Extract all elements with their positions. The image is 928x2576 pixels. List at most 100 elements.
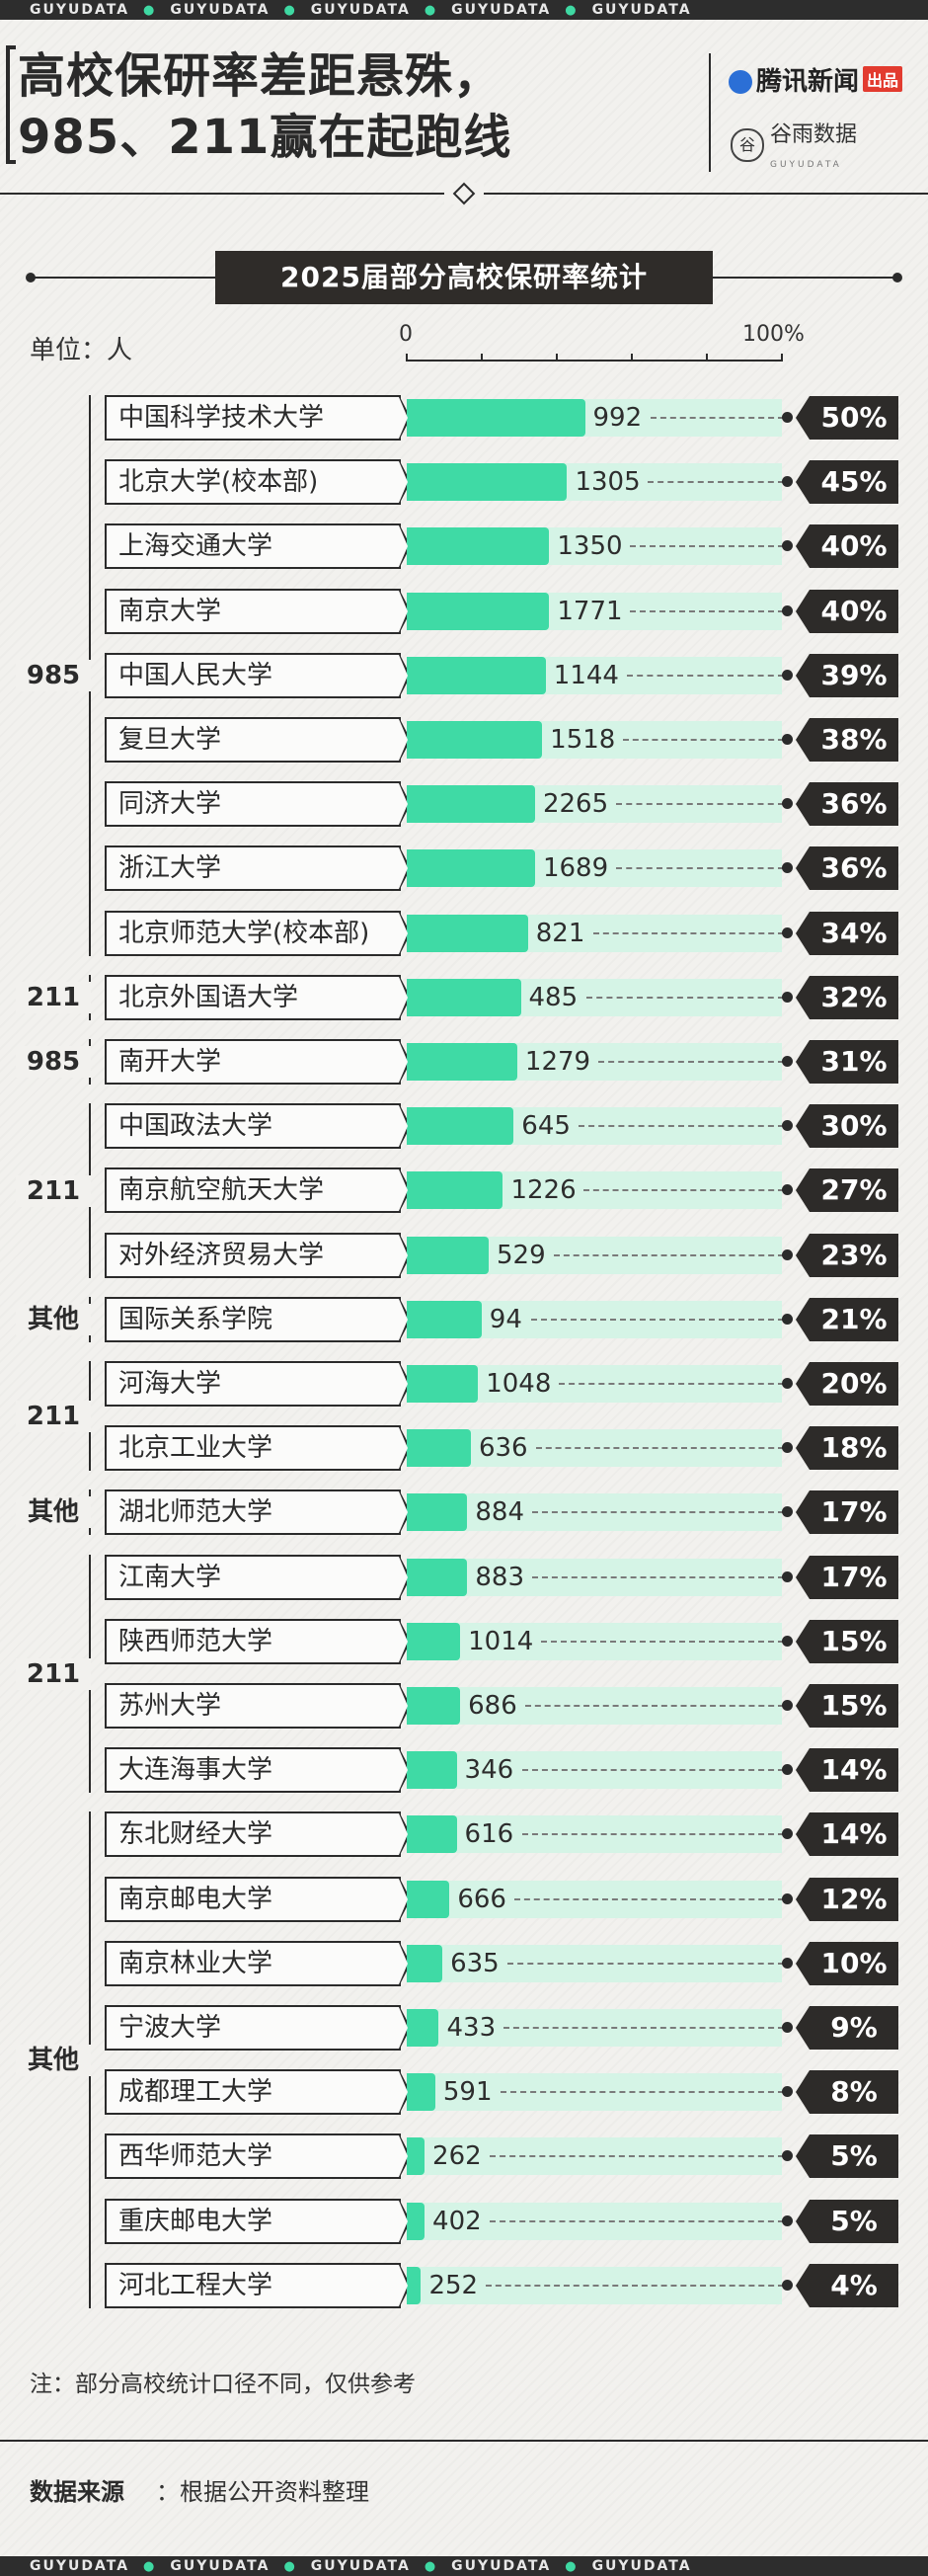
- leader-dot: [782, 1764, 793, 1775]
- category-label-box: 浙江大学: [105, 845, 411, 891]
- guyu-logo-text: 谷雨数据: [770, 122, 858, 147]
- category-label-box: 成都理工大学: [105, 2069, 411, 2115]
- count-label: 1350: [557, 531, 623, 561]
- bar-row: 对外经济贸易大学 529 23%: [0, 1229, 928, 1284]
- rate-badge: 21%: [796, 1298, 898, 1341]
- leader-dot: [782, 992, 793, 1003]
- category-label: 成都理工大学: [118, 2077, 273, 2107]
- count-label: 485: [528, 983, 579, 1012]
- bar-row: 中国人民大学 1144 39%: [0, 649, 928, 704]
- count-label: 1226: [510, 1175, 577, 1205]
- leader-dot: [782, 1700, 793, 1711]
- leader-dot: [782, 1378, 793, 1389]
- bar: [407, 527, 550, 565]
- category-label-box: 同济大学: [105, 781, 411, 827]
- rate-badge: 34%: [796, 912, 898, 955]
- rate-badge: 31%: [796, 1040, 898, 1084]
- count-label: 1305: [575, 467, 641, 497]
- category-label-box: 江南大学: [105, 1555, 411, 1600]
- leader-dot: [782, 862, 793, 873]
- rate-badge: 36%: [796, 846, 898, 890]
- count-label: 1048: [486, 1369, 552, 1399]
- category-label-box: 南开大学: [105, 1039, 411, 1085]
- rate-badge: 20%: [796, 1362, 898, 1406]
- logo-divider: [709, 53, 711, 172]
- bar-row: 中国科学技术大学 992 50%: [0, 391, 928, 446]
- category-label: 陕西师范大学: [118, 1627, 273, 1656]
- rate-badge: 45%: [796, 460, 898, 504]
- leader-line: [514, 1898, 784, 1900]
- category-label: 南京林业大学: [118, 1949, 273, 1978]
- bar: [407, 1815, 457, 1853]
- guyu-logo-icon: 谷: [731, 128, 764, 162]
- category-label-box: 北京工业大学: [105, 1425, 411, 1471]
- category-label: 南京大学: [118, 597, 222, 626]
- count-label: 1144: [553, 661, 619, 690]
- count-label: 1771: [557, 597, 623, 626]
- category-label-box: 国际关系学院: [105, 1297, 411, 1342]
- banner-dot-icon: ●: [283, 2559, 297, 2574]
- bar-row: 浙江大学 1689 36%: [0, 842, 928, 897]
- bar-row: 河海大学 1048 20%: [0, 1357, 928, 1412]
- source-text: ：根据公开资料整理: [156, 2478, 369, 2506]
- banner-text: GUYUDATA: [451, 2, 552, 18]
- leader-line: [532, 1576, 784, 1578]
- rate-badge: 9%: [796, 2006, 898, 2050]
- bar: [407, 2203, 425, 2240]
- leader-dot: [782, 2150, 793, 2161]
- leader-line: [486, 2285, 784, 2287]
- bar-row: 重庆邮电大学 402 5%: [0, 2195, 928, 2250]
- bar: [407, 1237, 490, 1274]
- category-label-box: 河海大学: [105, 1361, 411, 1407]
- leader-dot: [782, 2280, 793, 2291]
- leader-line: [535, 1447, 784, 1449]
- axis-tick: [781, 354, 783, 362]
- group-label: 985: [16, 1046, 91, 1078]
- leader-line: [490, 2155, 784, 2157]
- tencent-news-logo: 腾讯新闻 出品: [729, 61, 903, 98]
- rate-badge: 14%: [796, 1748, 898, 1792]
- group-label: 其他: [16, 2044, 91, 2076]
- bar: [407, 1687, 461, 1725]
- bar: [407, 1301, 482, 1338]
- leader-dot: [782, 1314, 793, 1325]
- leader-dot: [782, 412, 793, 423]
- bar: [407, 979, 521, 1016]
- leader-dot: [782, 1056, 793, 1067]
- leader-line: [597, 1061, 784, 1063]
- category-label-box: 南京邮电大学: [105, 1877, 411, 1922]
- footnote: 注：部分高校统计口径不同，仅供参考: [30, 2372, 416, 2397]
- category-label: 对外经济贸易大学: [118, 1241, 325, 1270]
- bar-row: 北京大学(校本部) 1305 45%: [0, 455, 928, 511]
- banner-dot-icon: ●: [565, 2559, 579, 2574]
- tencent-logo-tag: 出品: [863, 66, 903, 92]
- source-label: 数据来源: [30, 2478, 124, 2506]
- leader-line: [503, 2027, 784, 2029]
- category-label: 上海交通大学: [118, 531, 273, 561]
- banner-dot-icon: ●: [424, 2559, 438, 2574]
- bar-row: 西华师范大学 262 5%: [0, 2130, 928, 2185]
- bar: [407, 463, 568, 501]
- leader-line: [623, 739, 784, 741]
- leader-line: [541, 1641, 784, 1643]
- category-label: 北京工业大学: [118, 1433, 273, 1463]
- title-bracket: [6, 45, 20, 164]
- bar-row: 南京邮电大学 666 12%: [0, 1873, 928, 1928]
- bar: [407, 2267, 422, 2304]
- leader-line: [525, 1705, 784, 1707]
- bar-row: 同济大学 2265 36%: [0, 777, 928, 833]
- category-label: 复旦大学: [118, 725, 222, 755]
- banner-text: GUYUDATA: [170, 2558, 271, 2574]
- category-label: 重庆邮电大学: [118, 2207, 273, 2236]
- chart-subtitle: 2025届部分高校保研率统计: [215, 251, 713, 304]
- count-label: 1279: [524, 1047, 591, 1077]
- category-label: 河北工程大学: [118, 2271, 273, 2300]
- rate-badge: 39%: [796, 654, 898, 697]
- chart-title-line1: 高校保研率差距悬殊，: [18, 48, 503, 104]
- category-label: 宁波大学: [118, 2013, 222, 2043]
- category-label: 北京外国语大学: [118, 983, 299, 1012]
- bottom-banner: GUYUDATA ● GUYUDATA ● GUYUDATA ● GUYUDATA ● GUYU…: [0, 2556, 928, 2576]
- count-label: 1518: [550, 725, 616, 755]
- bar: [407, 2009, 439, 2047]
- group-label: 211: [16, 1174, 91, 1207]
